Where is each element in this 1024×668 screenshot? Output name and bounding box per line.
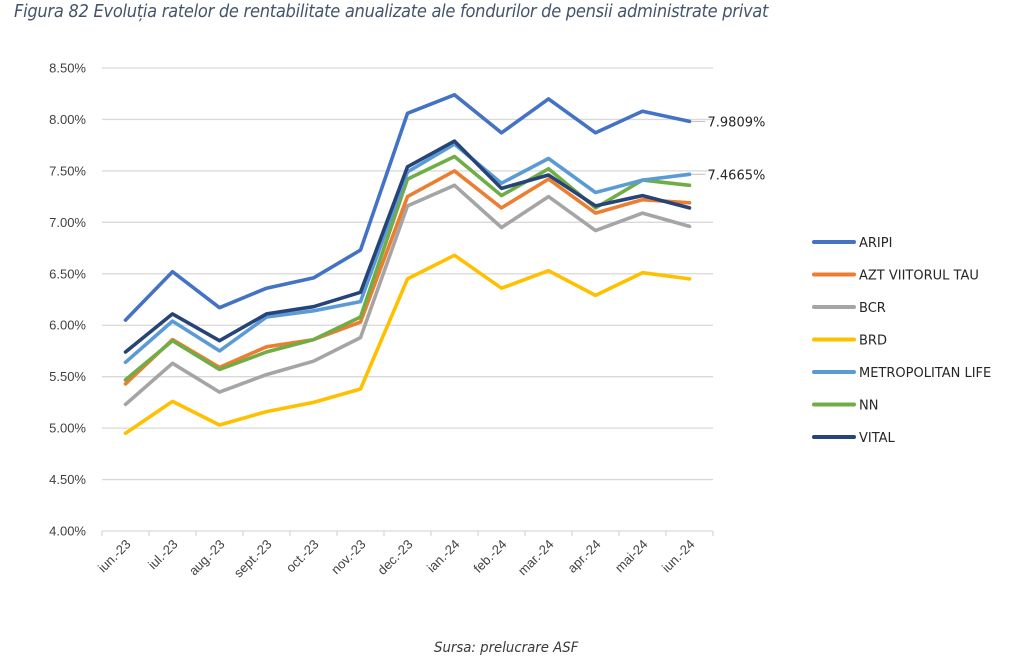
x-tick-label: iul.-23: [145, 537, 181, 573]
legend: ARIPI AZT VIITORUL TAU BCR BRD METROPOLITAN …: [812, 236, 991, 446]
y-axis-ticks: 4.00% 4.50% 5.00% 5.50% 6.00% 6.50% 7.00% 7.50%…: [49, 61, 86, 539]
gridlines: [102, 67, 713, 481]
x-tick-label: oct.-23: [283, 537, 322, 576]
y-tick-label: 8.00%: [49, 112, 86, 127]
series-line-bcr: [123, 183, 692, 407]
y-tick-label: 4.00%: [49, 524, 86, 539]
data-labels: 7.9809% 7.4665%: [691, 115, 766, 183]
data-label: 7.4665%: [708, 168, 766, 183]
series-line-aripi: [123, 93, 692, 322]
series-lines: [123, 93, 692, 436]
x-tick-label: iun.-23: [95, 537, 134, 576]
legend-label: NN: [859, 399, 878, 414]
x-tick-label: dec.-23: [374, 537, 415, 578]
source-note: Sursa: prelucrare ASF: [434, 640, 579, 656]
legend-label: ARIPI: [859, 236, 892, 251]
legend-item: BCR: [812, 301, 886, 316]
series-line-vital: [123, 139, 692, 354]
legend-item: BRD: [812, 334, 887, 349]
legend-item: METROPOLITAN LIFE: [812, 366, 991, 381]
x-tick-label: nov.-23: [328, 537, 369, 578]
y-tick-label: 5.50%: [49, 369, 86, 384]
legend-item: ARIPI: [812, 236, 892, 251]
x-tick-label: sept.-23: [231, 537, 275, 581]
data-label: 7.9809%: [708, 115, 766, 130]
legend-item: VITAL: [812, 431, 896, 446]
legend-label: AZT VIITORUL TAU: [859, 269, 979, 284]
x-tick-label: feb.-24: [470, 537, 509, 576]
x-tick-label: aug.-23: [186, 537, 228, 579]
y-tick-label: 5.00%: [49, 421, 86, 436]
x-tick-label: apr.-24: [564, 537, 603, 576]
y-tick-label: 6.50%: [49, 266, 86, 281]
series-line-brd: [123, 253, 692, 436]
series-line-metropolitan-life: [123, 142, 692, 365]
y-tick-label: 4.50%: [49, 472, 86, 487]
legend-label: BCR: [859, 301, 886, 316]
legend-label: METROPOLITAN LIFE: [859, 366, 991, 381]
legend-label: VITAL: [859, 431, 896, 446]
figure-caption: Figura 82 Evoluția ratelor de rentabilit…: [14, 2, 769, 22]
series-line-nn: [123, 154, 692, 382]
y-tick-label: 7.00%: [49, 215, 86, 230]
y-tick-label: 8.50%: [49, 61, 86, 76]
y-tick-label: 7.50%: [49, 163, 86, 178]
x-axis: iun.-23 iul.-23 aug.-23 sept.-23 oct.-23 nov.…: [95, 530, 714, 581]
legend-label: BRD: [859, 334, 887, 349]
x-tick-label: iun.-24: [659, 537, 698, 576]
legend-item: NN: [812, 399, 878, 414]
x-tick-label: ian.-24: [424, 537, 463, 576]
x-tick-label: mar.-24: [515, 537, 557, 579]
x-tick-label: mai-24: [612, 537, 651, 576]
y-tick-label: 6.00%: [49, 318, 86, 333]
legend-item: AZT VIITORUL TAU: [812, 269, 979, 284]
